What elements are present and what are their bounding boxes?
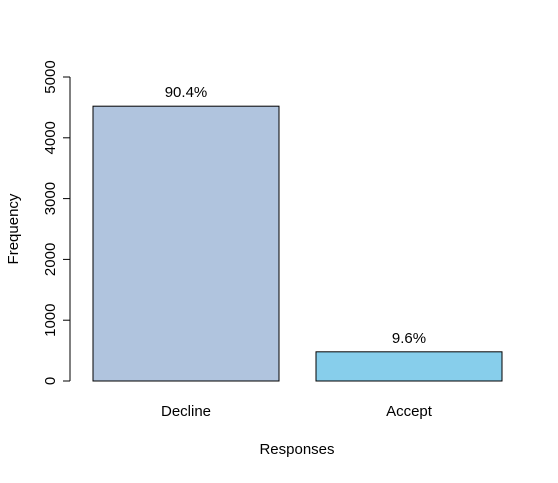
y-axis: 0 1000 2000 3000 4000 5000 <box>42 60 71 385</box>
y-tick-label: 1000 <box>42 304 59 337</box>
x-tick-labels-group: Decline Accept <box>161 403 433 420</box>
bar-accept <box>315 351 503 382</box>
y-tick-label: 3000 <box>42 182 59 215</box>
y-tick-label: 4000 <box>42 121 59 154</box>
y-tick-label: 2000 <box>42 243 59 276</box>
x-axis-title: Responses <box>259 441 334 458</box>
data-label-decline: 90.4% <box>165 84 208 101</box>
y-tick-label: 0 <box>42 377 59 385</box>
y-axis-title: Frequency <box>5 193 22 264</box>
bars-group <box>92 105 503 382</box>
data-label-accept: 9.6% <box>392 330 426 347</box>
x-tick-label-decline: Decline <box>161 403 211 420</box>
bar-decline <box>92 105 280 382</box>
y-tick-label: 5000 <box>42 60 59 93</box>
data-labels-group: 90.4% 9.6% <box>165 84 426 347</box>
x-tick-label-accept: Accept <box>386 403 433 420</box>
